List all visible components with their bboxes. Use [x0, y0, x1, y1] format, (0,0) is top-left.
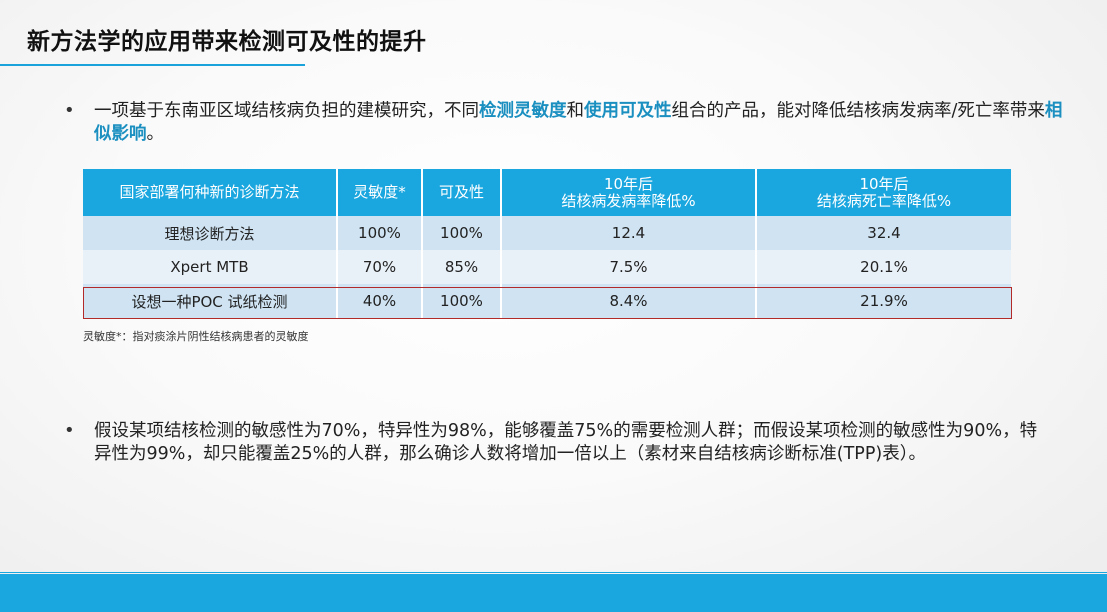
table-row: Xpert MTB 70% 85% 7.5% 20.1% [83, 250, 1011, 284]
table-cell: 70% [337, 250, 423, 284]
footer-divider [0, 572, 1107, 573]
table-row: 理想诊断方法 100% 100% 12.4 32.4 [83, 216, 1011, 250]
table-cell: 100% [422, 284, 502, 318]
table-cell: 7.5% [501, 250, 757, 284]
slide-title: 新方法学的应用带来检测可及性的提升 [27, 29, 427, 55]
table-cell: 20.1% [756, 250, 1011, 284]
bullet-text-1: 一项基于东南亚区域结核病负担的建模研究，不同检测灵敏度和使用可及性组合的产品，能… [94, 100, 1064, 146]
table-cell: 100% [422, 216, 502, 250]
table-cell: 设想一种POC 试纸检测 [83, 284, 338, 318]
bullet-text-2: 假设某项结核检测的敏感性为70%，特异性为98%，能够覆盖75%的需要检测人群；… [94, 421, 1038, 464]
table-cell: 21.9% [756, 284, 1011, 318]
header-incidence-reduction: 10年后 结核病发病率降低% [501, 169, 757, 216]
header-incidence-line2: 结核病发病率降低% [561, 191, 696, 210]
header-incidence-line1: 10年后 [603, 174, 654, 193]
table-cell: 12.4 [501, 216, 757, 250]
title-underline [0, 64, 305, 66]
bullet1-text-b: 和 [566, 101, 585, 121]
header-mortality-reduction: 10年后 结核病死亡率降低% [756, 169, 1011, 216]
footer-bar [0, 574, 1107, 612]
bullet-marker: • [64, 420, 75, 441]
table-header-row: 国家部署何种新的诊断方法 灵敏度* 可及性 10年后 结核病发病率降低% 10年后… [83, 169, 1011, 216]
header-sensitivity-label: 灵敏度* [353, 183, 406, 201]
header-method: 国家部署何种新的诊断方法 [83, 169, 338, 216]
highlight-sensitivity: 检测灵敏度 [479, 101, 567, 121]
bullet1-text-c: 组合的产品，能对降低结核病发病率/死亡率带来 [671, 101, 1045, 121]
highlight-similar-impact: 相似影响 [94, 101, 1063, 144]
table-footnote: 灵敏度*：指对痰涂片阴性结核病患者的灵敏度 [83, 330, 309, 343]
diagnostic-comparison-table: 国家部署何种新的诊断方法 灵敏度* 可及性 10年后 结核病发病率降低% 10年后… [83, 169, 1011, 318]
bullet-point-2: • 假设某项结核检测的敏感性为70%，特异性为98%，能够覆盖75%的需要检测人… [64, 420, 1064, 466]
bullet1-text-d: 。 [146, 124, 165, 144]
header-mortality-line2: 结核病死亡率降低% [816, 191, 952, 210]
header-sensitivity: 灵敏度* [337, 169, 423, 216]
table-cell: 8.4% [501, 284, 757, 318]
table-cell: 85% [422, 250, 502, 284]
table-row-highlighted: 设想一种POC 试纸检测 40% 100% 8.4% 21.9% [83, 284, 1011, 318]
header-accessibility: 可及性 [422, 169, 502, 216]
highlight-accessibility: 使用可及性 [584, 101, 672, 121]
header-accessibility-label: 可及性 [438, 183, 484, 201]
table-cell: Xpert MTB [83, 250, 338, 284]
table-cell: 理想诊断方法 [83, 216, 338, 250]
table-cell: 40% [337, 284, 423, 318]
bullet-point-1: • 一项基于东南亚区域结核病负担的建模研究，不同检测灵敏度和使用可及性组合的产品… [64, 100, 1064, 146]
header-mortality-line1: 10年后 [859, 174, 909, 193]
header-method-label: 国家部署何种新的诊断方法 [119, 183, 300, 201]
bullet-marker: • [64, 100, 75, 121]
bullet1-text-a: 一项基于东南亚区域结核病负担的建模研究，不同 [94, 101, 479, 121]
table-cell: 32.4 [756, 216, 1011, 250]
table-cell: 100% [337, 216, 423, 250]
